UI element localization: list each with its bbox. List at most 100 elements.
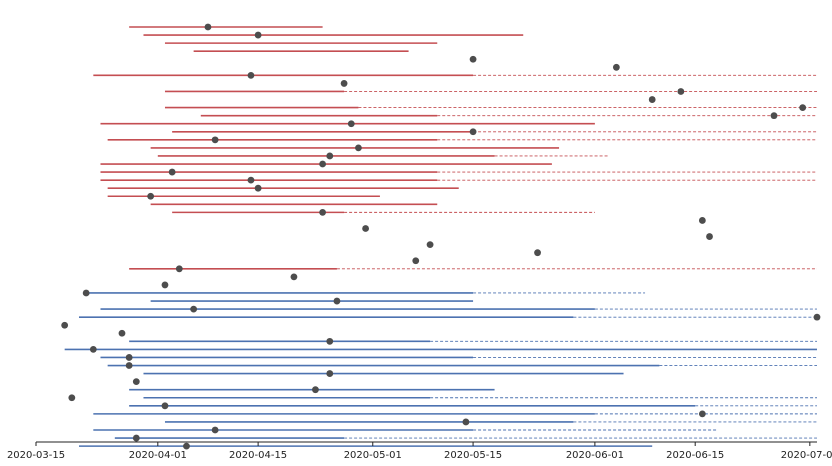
x-tick-label: 2020-03-15 (7, 450, 65, 461)
timeline-row (143, 31, 524, 39)
timeline-row (143, 370, 624, 377)
timeline-row (290, 273, 298, 281)
event-point (469, 128, 477, 136)
event-point (362, 225, 369, 232)
timeline-row (200, 112, 817, 120)
event-point (355, 144, 362, 152)
event-point (82, 289, 90, 297)
timeline-row (100, 168, 817, 176)
event-point (534, 249, 541, 257)
event-point (290, 273, 298, 281)
timeline-row (78, 442, 653, 450)
event-point (326, 370, 334, 377)
event-point (247, 176, 255, 184)
timeline-row (164, 418, 817, 426)
event-point (254, 31, 262, 39)
timeline-row (698, 217, 706, 224)
timeline-row (107, 136, 817, 144)
event-point (340, 80, 348, 87)
x-tick-label: 2020-06-15 (666, 450, 724, 461)
event-point (312, 386, 319, 394)
timeline-row (107, 192, 380, 200)
event-point (211, 426, 219, 434)
event-point (612, 63, 620, 71)
timeline-row (107, 184, 459, 192)
timeline-row (100, 305, 817, 313)
timeline-row (172, 208, 595, 216)
event-point (125, 362, 133, 369)
timeline-row (161, 281, 169, 289)
event-point (147, 192, 155, 200)
timeline-row (129, 337, 817, 345)
event-point (125, 354, 133, 361)
timeline-row (426, 241, 434, 249)
event-point (333, 297, 341, 305)
x-tick-label: 2020-04-15 (229, 450, 287, 461)
x-tick-label: 2020-05-15 (444, 450, 502, 461)
timeline-row (534, 249, 541, 257)
event-point (347, 120, 355, 128)
timeline-row (129, 402, 817, 410)
event-point (698, 410, 706, 418)
event-point (698, 217, 706, 224)
x-tick-label: 2020-05-01 (344, 450, 402, 461)
event-point (254, 184, 262, 192)
event-point (168, 168, 176, 176)
event-point (319, 160, 327, 168)
timeline-rows (61, 23, 821, 450)
timeline-row (118, 329, 126, 337)
timeline-row (129, 265, 817, 273)
timeline-row (612, 63, 620, 71)
x-tick-label: 2020-04-01 (129, 450, 187, 461)
event-point (648, 96, 656, 103)
event-point (469, 55, 477, 63)
timeline-row (706, 233, 713, 240)
event-point (247, 71, 255, 79)
x-tick-label: 2020-06-01 (566, 450, 624, 461)
timeline-row (132, 378, 140, 386)
event-point (118, 329, 126, 337)
timeline-row (93, 71, 817, 79)
timeline-row (157, 152, 610, 160)
event-point (89, 346, 97, 353)
event-point (211, 136, 219, 144)
timeline-row (107, 362, 817, 369)
event-point (204, 23, 212, 31)
event-point (813, 313, 821, 321)
event-point (61, 321, 69, 329)
timeline-row (172, 128, 817, 136)
event-point (426, 241, 434, 249)
event-point (68, 394, 76, 402)
event-point (161, 281, 169, 289)
timeline-row (340, 80, 348, 87)
timeline-row (68, 394, 817, 402)
x-axis: 2020-03-15 2020-04-01 2020-04-15 2020-05-01… (7, 441, 832, 461)
timeline-row (93, 426, 717, 434)
event-point (319, 208, 327, 216)
timeline-row (648, 96, 656, 103)
event-point (183, 442, 190, 450)
timeline-row (64, 346, 817, 353)
timeline-row (100, 120, 595, 128)
timeline-row (100, 176, 817, 184)
event-point (412, 257, 420, 265)
event-point (132, 434, 140, 442)
event-point (326, 337, 334, 345)
timeline-row (412, 257, 420, 265)
event-point (462, 418, 470, 426)
timeline-row (164, 104, 817, 111)
timeline-row (469, 55, 477, 63)
timeline-row (100, 354, 817, 361)
event-point (175, 265, 183, 273)
event-point (706, 233, 713, 240)
timeline-row (150, 144, 560, 152)
timeline-row (100, 160, 552, 168)
timeline-row (164, 88, 817, 95)
event-point (132, 378, 140, 386)
timeline-row (93, 410, 817, 418)
timeline-row (362, 225, 369, 232)
event-point (161, 402, 169, 410)
event-point (677, 88, 685, 95)
event-point (190, 305, 198, 313)
